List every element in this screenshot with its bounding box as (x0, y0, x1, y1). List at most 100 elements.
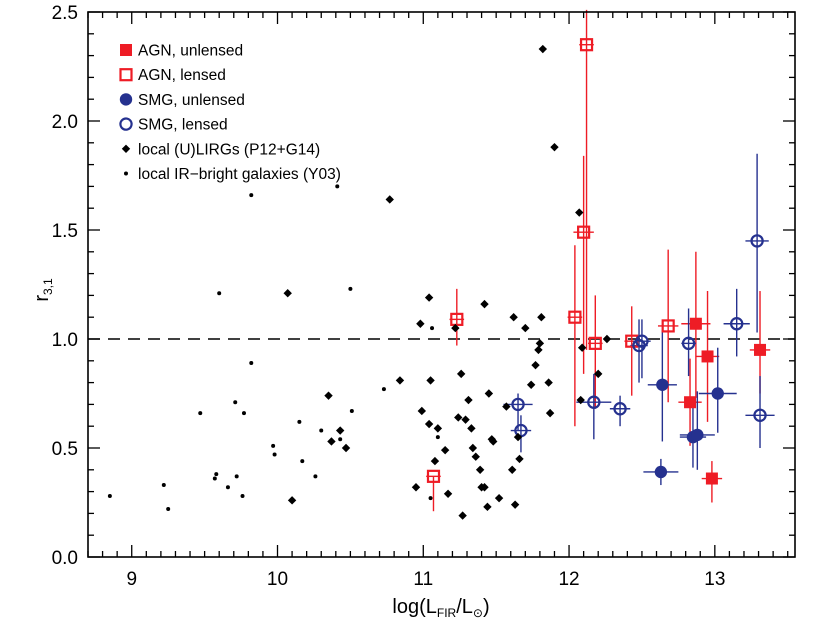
legend: AGN, unlensed AGN, lensed SMG, unlensed SMG… (119, 43, 341, 183)
local-u-lirgs-p12-g14-point (494, 493, 504, 503)
y-tick-label: 2.5 (52, 3, 78, 24)
smg-unlensed-point (654, 465, 668, 479)
local-u-lirgs-p12-g14-point (576, 395, 585, 405)
local-u-lirgs-p12-g14-point (424, 419, 434, 429)
local-u-lirgs-p12-g14-point (426, 376, 435, 385)
local-ir-bright-galaxies-y03-point (249, 360, 254, 365)
agn-lensed-point (579, 38, 594, 52)
local-u-lirgs-p12-g14-point (534, 345, 543, 355)
legend-label-smg-unlensed: SMG, unlensed (138, 92, 245, 109)
local-ir-bright-galaxies-y03-point (348, 286, 353, 291)
local-ir-bright-galaxies-y03-point (240, 493, 245, 498)
local-u-lirgs-p12-g14-point (385, 195, 394, 204)
local-u-lirgs-p12-g14-point (443, 489, 453, 498)
local-u-lirgs-p12-g14-point (531, 360, 540, 370)
x-tick-label: 13 (704, 569, 725, 590)
local-ir-bright-galaxies-y03-point (249, 193, 254, 198)
agn-lensed-point (661, 319, 675, 333)
x-tick-label: 12 (558, 569, 579, 590)
local-ir-bright-galaxies-y03-point (233, 400, 238, 405)
agn-unlensed-point (689, 317, 702, 330)
local-ir-bright-galaxies-y03-point (225, 485, 230, 490)
agn-unlensed-point (701, 350, 714, 363)
local-u-lirgs-p12-g14-point (484, 389, 494, 398)
local-ir-bright-galaxies-y03-point (319, 428, 324, 433)
local-u-lirgs-p12-g14-point (341, 443, 351, 453)
smg-lensed-point (511, 397, 525, 412)
legend-marker-local-ir-bright-galaxies-y03 (124, 171, 128, 176)
agn-lensed-point (588, 336, 602, 350)
legend-label-agn-unlensed: AGN, unlensed (138, 43, 243, 60)
x-axis-title: log(LFIR/L⊙) (392, 596, 489, 620)
y-tick-label: 1.5 (52, 221, 78, 242)
local-u-lirgs-p12-g14-point (440, 445, 450, 455)
local-ir-bright-galaxies-y03-point (297, 419, 302, 424)
local-u-lirgs-p12-g14-point (416, 319, 425, 328)
smg-lensed-point (613, 402, 627, 416)
smg-lensed-point (750, 234, 764, 248)
y-tick-label: 1.0 (52, 330, 78, 351)
agn-lensed-point (568, 310, 582, 324)
local-u-lirgs-p12-g14-point (424, 293, 434, 302)
local-u-lirgs-p12-g14-point (480, 299, 489, 309)
local-u-lirgs-p12-g14-point (535, 339, 545, 348)
local-ir-bright-galaxies-y03-point (241, 411, 246, 416)
local-u-lirgs-p12-g14-point (411, 483, 421, 492)
local-ir-bright-galaxies-y03-point (212, 476, 217, 481)
smg-unlensed-point (711, 387, 724, 400)
local-u-lirgs-p12-g14-point (454, 413, 463, 422)
local-u-lirgs-p12-g14-point (510, 500, 520, 509)
local-ir-bright-galaxies-y03-point (381, 387, 386, 392)
local-ir-bright-galaxies-y03-point (313, 474, 318, 479)
local-ir-bright-galaxies-y03-point (338, 437, 343, 442)
local-u-lirgs-p12-g14-point (395, 376, 405, 385)
legend-marker-smg-lensed (119, 117, 133, 131)
agn-lensed-point (577, 225, 591, 239)
local-ir-bright-galaxies-y03-point (198, 411, 203, 416)
local-u-lirgs-p12-g14-point (550, 142, 559, 152)
smg-lensed-point (681, 336, 696, 351)
local-u-lirgs-p12-g14-point (283, 289, 292, 298)
local-ir-bright-galaxies-y03-point (217, 291, 222, 296)
local-u-lirgs-p12-g14-point (458, 511, 467, 520)
local-ir-bright-galaxies-y03-point (271, 443, 276, 448)
agn-lensed-point (450, 312, 464, 326)
local-u-lirgs-p12-g14-point (537, 313, 546, 322)
smg-unlensed-point (691, 428, 704, 442)
legend-label-local-u-lirgs-p12-g14: local (U)LIRGs (P12+G14) (138, 141, 320, 158)
x-tick-label: 10 (267, 569, 288, 590)
local-u-lirgs-p12-g14-point (513, 432, 523, 442)
local-u-lirgs-p12-g14-point (451, 323, 460, 333)
local-u-lirgs-p12-g14-point (480, 483, 489, 492)
local-u-lirgs-p12-g14-point (489, 437, 498, 446)
local-u-lirgs-p12-g14-point (575, 208, 584, 217)
smg-lensed-point (753, 408, 767, 422)
legend-label-smg-lensed: SMG, lensed (138, 117, 228, 134)
x-tick-label: 9 (126, 569, 137, 590)
y-tick-label: 0.5 (52, 439, 78, 460)
local-ir-bright-galaxies-y03-point (349, 408, 354, 413)
x-tick-label: 11 (413, 569, 433, 590)
local-u-lirgs-p12-g14-point (502, 402, 511, 411)
local-u-lirgs-p12-g14-point (475, 465, 485, 474)
y-tick-label: 0.0 (52, 548, 78, 569)
local-ir-bright-galaxies-y03-point (435, 435, 440, 440)
local-ir-bright-galaxies-y03-point (161, 483, 166, 488)
local-u-lirgs-p12-g14-point (464, 395, 473, 405)
local-u-lirgs-p12-g14-point (577, 343, 587, 352)
local-u-lirgs-p12-g14-point (515, 454, 524, 464)
local-u-lirgs-p12-g14-point (544, 378, 553, 387)
local-ir-bright-galaxies-y03-point (335, 184, 340, 189)
agn-lensed-point (426, 469, 441, 483)
data-points (107, 38, 767, 520)
smg-unlensed-point (656, 378, 669, 391)
error-bars (426, 9, 775, 512)
local-u-lirgs-p12-g14-point (327, 437, 336, 446)
local-u-lirgs-p12-g14-point (545, 408, 555, 418)
local-u-lirgs-p12-g14-point (602, 334, 612, 344)
local-u-lirgs-p12-g14-point (287, 496, 297, 505)
local-ir-bright-galaxies-y03-point (430, 326, 435, 331)
local-u-lirgs-p12-g14-point (335, 426, 345, 435)
local-u-lirgs-p12-g14-point (456, 369, 466, 379)
